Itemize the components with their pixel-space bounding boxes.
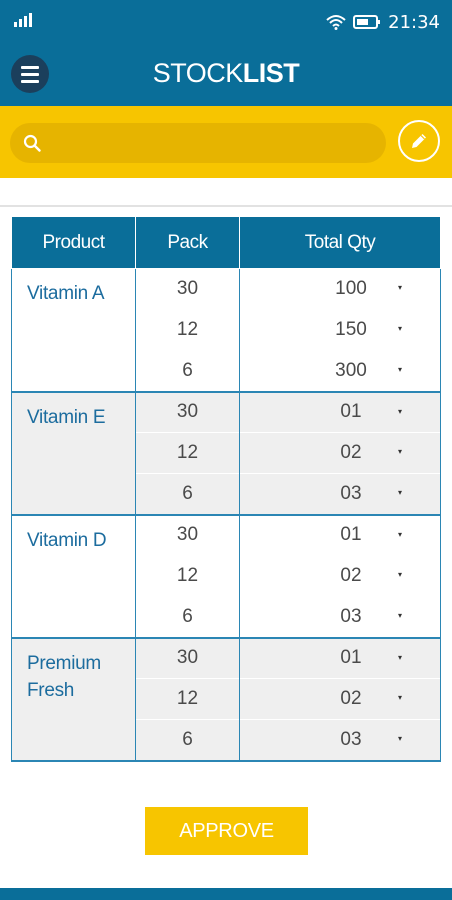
table-row: Vitamin E 30 01 ▾ [11,391,441,516]
qty-dropdown[interactable]: 01 ▾ [239,637,441,679]
app-header: STOCKLIST [0,44,452,106]
search-bar [0,106,452,178]
divider [0,205,452,207]
product-name: Vitamin E [11,391,136,516]
pack-cell: 30 [135,637,240,679]
product-name: Vitamin D [11,514,136,639]
product-name: Premium Fresh [11,637,136,762]
table-row: 6 03 ▾ [12,473,441,516]
table-row: Vitamin A 30 100 ▾ [11,268,441,393]
qty-dropdown[interactable]: 02 ▾ [239,555,441,597]
column-header-product: Product [11,216,136,269]
pack-cell: 30 [135,514,240,556]
dropdown-caret-icon: ▾ [397,611,402,620]
pack-cell: 6 [135,350,240,393]
qty-dropdown[interactable]: 300 ▾ [239,350,441,393]
qty-value: 300 [335,359,367,381]
pack-cell: 30 [135,391,240,433]
table-row: 6 300 ▾ [12,350,441,393]
dropdown-caret-icon: ▾ [397,734,402,743]
table-header-row: Product Pack Total Qty [11,216,441,269]
stock-table: Product Pack Total Qty Vitamin A 30 100 ▾… [11,216,441,762]
qty-value: 02 [340,565,362,586]
approve-button[interactable]: APPROVE [145,807,308,855]
qty-dropdown[interactable]: 03 ▾ [239,596,441,639]
qty-value: 150 [335,319,367,340]
dropdown-caret-icon: ▾ [397,529,402,539]
title-list: LIST [242,58,300,88]
page-title: STOCKLIST [0,58,452,89]
dropdown-caret-icon: ▾ [397,283,402,292]
qty-value: 01 [340,524,362,546]
dropdown-caret-icon: ▾ [397,488,402,497]
signal-icon [14,13,34,27]
dropdown-caret-icon: ▾ [397,365,402,374]
status-time: 21:34 [388,11,440,33]
dropdown-caret-icon: ▾ [397,652,402,662]
qty-value: 01 [340,647,362,669]
dropdown-caret-icon: ▾ [397,447,402,456]
table-row: Vitamin D 30 01 ▾ [11,514,441,639]
table-row: 12 02 ▾ [12,555,441,597]
pack-cell: 30 [135,268,240,310]
column-header-total-qty: Total Qty [239,216,441,269]
pack-cell: 12 [135,678,240,720]
dropdown-caret-icon: ▾ [397,570,402,579]
table-row: 12 150 ▾ [12,309,441,351]
table-row: 6 03 ▾ [12,596,441,639]
pencil-icon[interactable] [398,120,440,162]
qty-dropdown[interactable]: 02 ▾ [239,432,441,474]
pack-cell: 12 [135,309,240,351]
pack-cell: 6 [135,596,240,639]
table-row: 6 03 ▾ [12,719,441,762]
table-row: Premium Fresh 30 01 ▾ [11,637,441,762]
bottom-bar [0,888,452,900]
status-bar: 21:34 [0,0,452,44]
qty-value: 03 [340,728,362,750]
table-row: 12 02 ▾ [12,432,441,474]
dropdown-caret-icon: ▾ [397,406,402,416]
qty-dropdown[interactable]: 03 ▾ [239,473,441,516]
pack-cell: 6 [135,719,240,762]
qty-dropdown[interactable]: 01 ▾ [239,391,441,433]
qty-dropdown[interactable]: 03 ▾ [239,719,441,762]
qty-dropdown[interactable]: 150 ▾ [239,309,441,351]
pack-cell: 6 [135,473,240,516]
pack-cell: 12 [135,555,240,597]
search-input[interactable] [10,123,386,163]
qty-dropdown[interactable]: 100 ▾ [239,268,441,310]
dropdown-caret-icon: ▾ [397,324,402,333]
qty-value: 03 [340,482,362,504]
search-icon [23,134,41,152]
qty-dropdown[interactable]: 02 ▾ [239,678,441,720]
qty-dropdown[interactable]: 01 ▾ [239,514,441,556]
wifi-icon [326,14,346,30]
battery-icon [353,14,381,30]
column-header-pack: Pack [135,216,240,269]
pack-cell: 12 [135,432,240,474]
qty-value: 02 [340,688,362,709]
dropdown-caret-icon: ▾ [397,693,402,702]
product-name: Vitamin A [11,268,136,393]
qty-value: 100 [335,278,367,299]
qty-value: 01 [340,401,362,423]
title-stock: STOCK [152,58,244,88]
qty-value: 02 [340,442,362,463]
hamburger-menu-icon[interactable] [11,55,49,93]
table-row: 12 02 ▾ [12,678,441,720]
qty-value: 03 [340,605,362,627]
